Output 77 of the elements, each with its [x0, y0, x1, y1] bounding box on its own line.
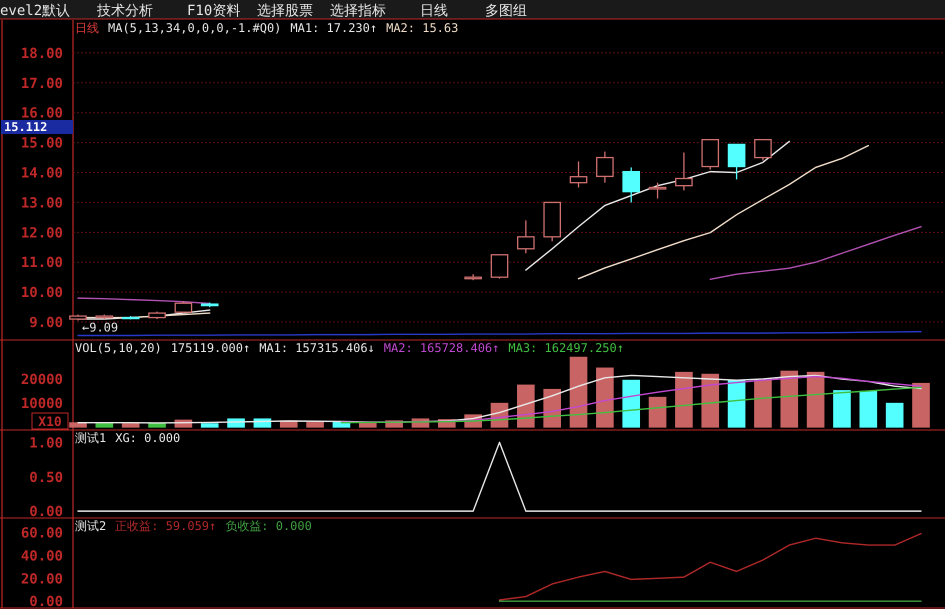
text: 技术分析 [96, 3, 153, 19]
y-tick-label: 16.00 [20, 106, 63, 122]
annotation: MA3: 162497.250↑ [508, 341, 624, 355]
y-tick-label: 14.00 [20, 166, 63, 182]
y-tick-label: 0.00 [29, 594, 63, 609]
bar [912, 382, 930, 428]
candlestick [675, 152, 693, 192]
text: 多图组 [485, 3, 527, 19]
y-tick-label: 10.00 [20, 285, 63, 302]
bar [728, 380, 746, 428]
chart-title: 日线 [75, 21, 99, 35]
bar [833, 390, 851, 428]
bar [780, 370, 798, 428]
bar [596, 368, 614, 428]
y-tick-label: 40.00 [20, 548, 63, 564]
bar [570, 356, 588, 428]
annotation: ←9.09 [82, 320, 118, 335]
bar [306, 422, 324, 428]
y-tick-label: 60.00 [20, 526, 63, 542]
bar [859, 390, 878, 428]
text: 选择指标 [330, 3, 386, 19]
text: 15.112 [4, 120, 48, 134]
bar [517, 384, 535, 428]
text: 选择股票 [257, 3, 313, 19]
chart-title: 测试1 [75, 431, 106, 445]
annotation: XG: 0.000 [115, 431, 180, 445]
y-tick-label: 9.00 [29, 315, 63, 332]
text: X10 [38, 415, 62, 430]
annotation: MA2: 165728.406↑ [384, 341, 500, 355]
bar [96, 423, 114, 428]
y-tick-label: 10000 [20, 396, 63, 412]
candlestick [517, 220, 535, 254]
line-series [77, 374, 922, 424]
annotation: 负收益: 0.000 [225, 519, 312, 533]
annotation: 正收益: 59.059↑ [115, 519, 216, 533]
bar [122, 423, 140, 428]
bar [675, 372, 693, 428]
line-series [340, 376, 922, 423]
candlestick [490, 254, 508, 280]
y-tick-label: 18.00 [20, 46, 63, 62]
bar [886, 402, 904, 428]
y-tick-label: 20000 [20, 372, 63, 388]
candlestick [728, 144, 746, 180]
bar [148, 423, 166, 428]
line-series [498, 532, 922, 601]
bar [358, 422, 377, 428]
bar [754, 380, 772, 428]
annotation: 175119.000↑ [170, 341, 250, 355]
bar [200, 423, 219, 428]
chart-title: 测试2 [75, 519, 106, 533]
text: 日线 [420, 3, 448, 19]
y-tick-label: 17.00 [20, 76, 63, 92]
y-tick-label: 15.00 [20, 136, 63, 152]
chart-subtitle: MA(5,13,34,0,0,0,-1.#Q0) [108, 21, 282, 35]
chart-title: VOL(5,10,20) [75, 341, 162, 355]
candlestick [648, 182, 666, 200]
text: F10资料 [187, 3, 240, 19]
annotation: MA1: 157315.406↓ [259, 341, 375, 355]
y-tick-label: 0.00 [29, 504, 63, 520]
annotation: MA1: 17.230↑ [290, 21, 378, 35]
y-tick-label: 13.00 [20, 195, 63, 212]
text: evel2默认 [0, 3, 70, 19]
bar [622, 380, 640, 428]
bar [701, 374, 720, 428]
y-tick-label: 20.00 [20, 571, 63, 588]
bar [648, 396, 666, 428]
candlestick [622, 166, 640, 204]
y-tick-label: 0.50 [29, 470, 63, 486]
candlestick [570, 160, 588, 188]
line-series [340, 386, 922, 424]
annotation: MA2: 15.63 [386, 21, 458, 35]
candlestick [754, 138, 772, 162]
y-tick-label: 11.00 [20, 255, 63, 272]
bar [806, 372, 824, 428]
y-tick-label: 12.00 [20, 225, 63, 242]
candlestick [596, 150, 614, 184]
y-tick-label: 1.00 [29, 435, 63, 452]
